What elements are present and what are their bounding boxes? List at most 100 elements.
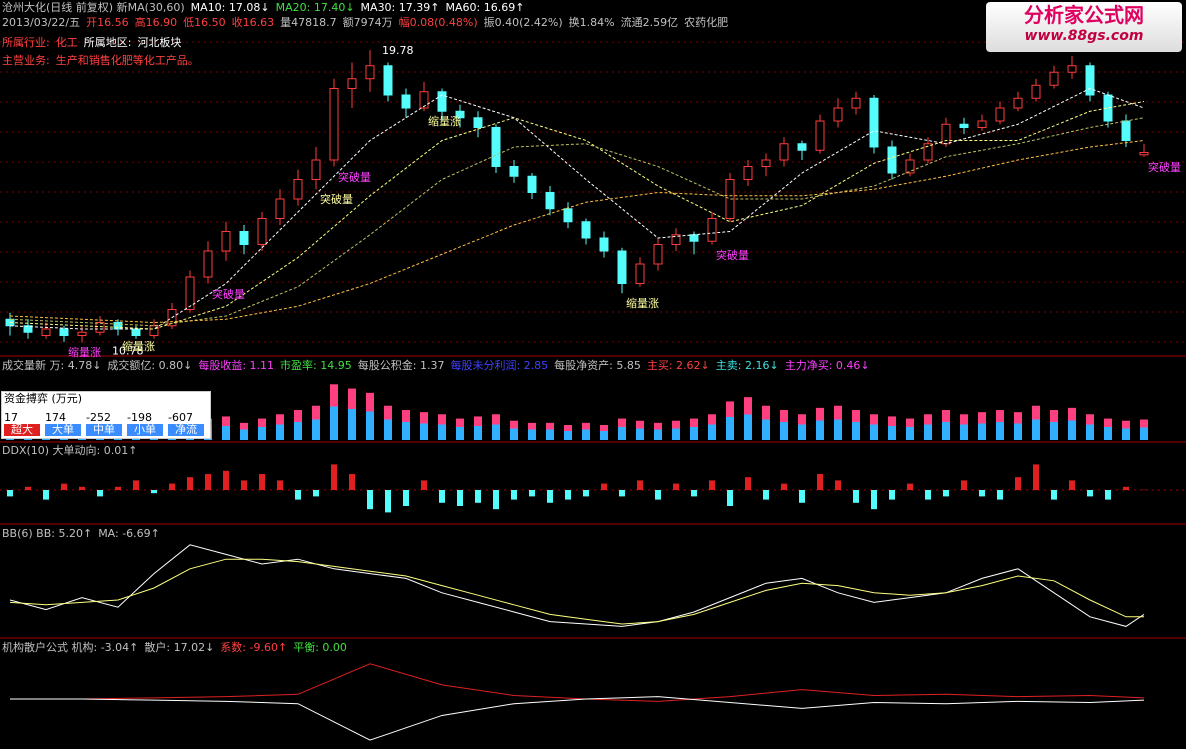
ddx-bar — [1123, 486, 1129, 490]
label: 振0.40(2.42%) — [483, 16, 563, 29]
candle-body — [1067, 65, 1077, 73]
ddx-bar — [853, 490, 859, 503]
candle-body — [1013, 97, 1023, 109]
inst-line — [10, 663, 1145, 702]
volume-bar — [438, 414, 446, 440]
label: 低16.50 — [183, 16, 226, 29]
volume-bar — [582, 422, 590, 440]
label: 每股公积金: 1.37 — [357, 359, 445, 372]
ddx-bar — [475, 490, 481, 503]
volume-bar — [1122, 420, 1130, 440]
volume-bar — [312, 405, 320, 440]
ddx-bar — [493, 490, 499, 510]
ddx-bar — [187, 477, 193, 490]
ddx-bar — [403, 490, 409, 506]
annotation: 突破量 — [338, 170, 371, 184]
label: 额7974万 — [342, 16, 393, 29]
candle-body — [131, 328, 141, 336]
candle-body — [1085, 65, 1095, 96]
ddx-bar — [43, 490, 49, 500]
label: 主卖: 2.16↓ — [715, 359, 779, 372]
volume-bar — [1014, 412, 1022, 440]
ddx-bar — [349, 474, 355, 490]
candle-body — [1121, 120, 1131, 141]
fund-box-title: 资金搏弈 (万元) — [4, 392, 83, 405]
label: 平衡: 0.00 — [293, 641, 347, 654]
volume-bar — [1140, 419, 1148, 440]
candle-body — [77, 331, 87, 336]
ddx-bar — [583, 490, 589, 497]
candle-body — [599, 237, 609, 252]
label: 所属行业: — [2, 36, 50, 49]
volume-bar — [420, 412, 428, 440]
ma-line — [9, 117, 1145, 327]
label: 幅0.08(0.48%) — [398, 16, 478, 29]
high-label: 19.78 — [382, 44, 414, 57]
label: MA20: 17.40↓ — [275, 1, 355, 14]
annotation: 缩量涨 — [428, 115, 461, 129]
candle-body — [671, 234, 681, 245]
candle-body — [995, 107, 1005, 122]
fund-item: -607 净流 — [168, 412, 204, 436]
candle-body — [869, 97, 879, 148]
label: 主买: 2.62↓ — [646, 359, 710, 372]
candle-body — [293, 179, 303, 200]
ddx-bar — [439, 490, 445, 503]
candle-body — [113, 322, 123, 330]
candle-body — [239, 231, 249, 245]
label: 每股收益: 1.11 — [198, 359, 275, 372]
ddx-bar — [637, 480, 643, 490]
panel-label: DDX(10) 大单动向: 0.01↑ — [2, 444, 138, 457]
volume-bar — [348, 388, 356, 440]
volume-bar — [528, 422, 536, 440]
ddx-bar — [7, 490, 13, 497]
logo-url: www.88gs.com — [1024, 28, 1144, 44]
ddx-bar — [1051, 490, 1057, 500]
candle-body — [509, 166, 519, 177]
text-row: 2013/03/22/五 开16.56 高16.90 低16.50 收16.63 量478… — [2, 16, 734, 30]
volume-bar — [942, 410, 950, 440]
candle-body — [221, 231, 231, 252]
fund-label: 小单 — [127, 424, 163, 436]
label: MA: -6.69↑ — [98, 527, 160, 540]
ddx-bar — [979, 490, 985, 497]
label: 每股未分利润: 2.85 — [450, 359, 549, 372]
label: 收16.63 — [231, 16, 275, 29]
volume-bar — [222, 416, 230, 440]
label: 流通2.59亿 — [620, 16, 679, 29]
label: 所属地区: — [83, 36, 132, 49]
ddx-bar — [781, 483, 787, 490]
ddx-bar — [331, 464, 337, 490]
volume-bar — [672, 420, 680, 440]
candle-body — [617, 250, 627, 284]
ddx-bar — [79, 486, 85, 490]
ddx-bar — [763, 490, 769, 500]
ddx-bar — [313, 490, 319, 497]
ddx-bar — [871, 490, 877, 510]
candle-body — [23, 325, 33, 333]
candle-body — [203, 250, 213, 278]
ddx-bar — [601, 483, 607, 490]
candle-body — [905, 159, 915, 174]
ddx-bar — [817, 474, 823, 490]
candle-body — [347, 78, 357, 89]
annotation: 突破量 — [716, 248, 749, 262]
label: BB(6) BB: 5.20↑ — [2, 527, 93, 540]
volume-bar — [492, 414, 500, 440]
volume-bar — [978, 412, 986, 440]
volume-bar — [1068, 407, 1076, 440]
candle-body — [977, 120, 987, 128]
volume-bar — [870, 414, 878, 440]
volume-bar — [294, 410, 302, 440]
volume-bar — [330, 384, 338, 440]
fund-value: -607 — [168, 411, 193, 424]
ddx-bar — [367, 490, 373, 510]
ddx-bar — [1015, 477, 1021, 490]
ma-line — [9, 87, 1145, 330]
candle-body — [1049, 71, 1059, 86]
candle-body — [959, 123, 969, 128]
ddx-bar — [97, 490, 103, 497]
candle-body — [923, 143, 933, 161]
fund-value: 17 — [4, 411, 18, 424]
ddx-bar — [943, 490, 949, 497]
